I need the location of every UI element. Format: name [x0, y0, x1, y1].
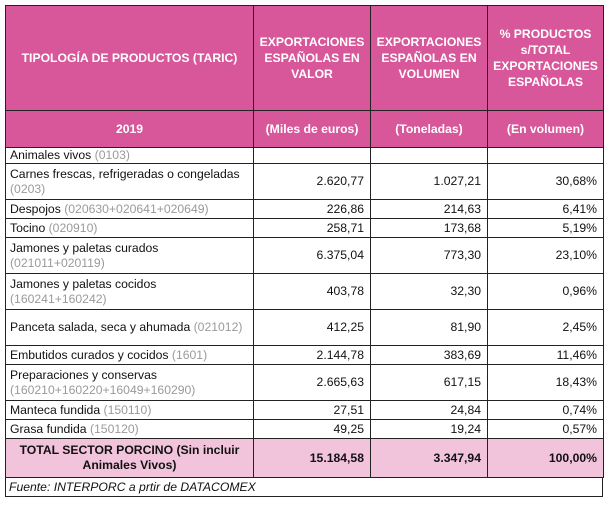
- percent-cell: 18,43%: [487, 364, 604, 401]
- header-export-volume: EXPORTACIONES ESPAÑOLAS EN VOLUMEN: [370, 5, 488, 111]
- product-name: Jamones y paletas curados: [10, 240, 159, 255]
- percent-cell: 6,41%: [487, 199, 604, 219]
- export-volume-cell: [370, 147, 488, 164]
- table-row: Jamones y paletas curados (021011+020119…: [5, 237, 604, 274]
- product-cell: Preparaciones y conservas (160210+160220…: [5, 364, 254, 401]
- total-value: 15.184,58: [253, 438, 371, 478]
- table-row: Carnes frescas, refrigeradas o congelada…: [5, 163, 604, 200]
- percent-cell: 0,74%: [487, 400, 604, 420]
- total-volume: 3.347,94: [370, 438, 488, 478]
- taric-code: (021012): [193, 320, 243, 334]
- header-percent-products: % PRODUCTOS s/TOTAL EXPORTACIONES ESPAÑO…: [487, 5, 604, 111]
- product-name: Jamones y paletas cocidos: [10, 276, 157, 291]
- taric-code: (020910): [48, 220, 98, 235]
- table-row: Manteca fundida (150110) 27,51 24,84 0,74%: [5, 400, 604, 420]
- export-value-cell: 2.620,77: [253, 163, 371, 200]
- taric-code: (160210+160220+16049+160290): [10, 382, 196, 397]
- product-name: Despojos: [10, 201, 61, 216]
- export-volume-cell: 383,69: [370, 345, 488, 365]
- product-cell: Carnes frescas, refrigeradas o congelada…: [5, 163, 254, 200]
- table-row: Tocino (020910) 258,71 173,68 5,19%: [5, 218, 604, 238]
- taric-code: (021011+020119): [10, 255, 105, 270]
- export-value-cell: 412,25: [253, 309, 371, 346]
- product-name: Animales vivos: [10, 148, 92, 162]
- export-volume-cell: 617,15: [370, 364, 488, 401]
- product-cell: Jamones y paletas cocidos (160241+160242…: [5, 273, 254, 310]
- export-volume-cell: 173,68: [370, 218, 488, 238]
- export-volume-cell: 24,84: [370, 400, 488, 420]
- export-value-cell: 27,51: [253, 400, 371, 420]
- product-cell: Embutidos curados y cocidos (1601): [5, 345, 254, 365]
- export-volume-cell: 214,63: [370, 199, 488, 219]
- total-label: TOTAL SECTOR PORCINO (Sin incluir Animal…: [5, 438, 254, 478]
- header-row: TIPOLOGÍA DE PRODUCTOS (TARIC) EXPORTACI…: [5, 5, 604, 111]
- subheader-row: 2019 (Miles de euros) (Toneladas) (En vo…: [5, 110, 604, 148]
- product-cell: Jamones y paletas curados (021011+020119…: [5, 237, 254, 274]
- product-name: Carnes frescas, refrigeradas o congelada…: [10, 166, 240, 181]
- product-cell: Animales vivos (0103): [5, 147, 254, 164]
- export-value-cell: 258,71: [253, 218, 371, 238]
- header-typology: TIPOLOGÍA DE PRODUCTOS (TARIC): [5, 5, 254, 111]
- table-row: Embutidos curados y cocidos (1601) 2.144,…: [5, 345, 604, 365]
- taric-code: (020630+020641+020649): [64, 201, 209, 216]
- export-table: TIPOLOGÍA DE PRODUCTOS (TARIC) EXPORTACI…: [5, 5, 604, 478]
- export-volume-cell: 773,30: [370, 237, 488, 274]
- product-name: Grasa fundida: [10, 421, 87, 436]
- percent-cell: 0,96%: [487, 273, 604, 310]
- taric-code: (0203): [10, 181, 46, 196]
- table-row: Animales vivos (0103): [5, 147, 604, 164]
- export-volume-cell: 19,24: [370, 419, 488, 439]
- export-value-cell: 403,78: [253, 273, 371, 310]
- table-row: Preparaciones y conservas (160210+160220…: [5, 364, 604, 401]
- product-cell: Manteca fundida (150110): [5, 400, 254, 420]
- header-export-value: EXPORTACIONES ESPAÑOLAS EN VALOR: [253, 5, 371, 111]
- percent-cell: 5,19%: [487, 218, 604, 238]
- export-value-cell: 6.375,04: [253, 237, 371, 274]
- header-unit-percent: (En volumen): [487, 110, 604, 148]
- export-value-cell: [253, 147, 371, 164]
- table-row: Jamones y paletas cocidos (160241+160242…: [5, 273, 604, 310]
- product-name: Embutidos curados y cocidos: [10, 347, 169, 362]
- export-value-cell: 2.665,63: [253, 364, 371, 401]
- total-row: TOTAL SECTOR PORCINO (Sin incluir Animal…: [5, 438, 604, 478]
- header-year: 2019: [5, 110, 254, 148]
- table-row: Grasa fundida (150120) 49,25 19,24 0,57%: [5, 419, 604, 439]
- export-volume-cell: 1.027,21: [370, 163, 488, 200]
- product-cell: Tocino (020910): [5, 218, 254, 238]
- percent-cell: 30,68%: [487, 163, 604, 200]
- percent-cell: 0,57%: [487, 419, 604, 439]
- export-volume-cell: 81,90: [370, 309, 488, 346]
- taric-code: (0103): [94, 148, 130, 162]
- export-volume-cell: 32,30: [370, 273, 488, 310]
- taric-code: (150120): [89, 421, 139, 436]
- product-cell: Panceta salada, seca y ahumada (021012): [5, 309, 254, 346]
- taric-code: (150110): [103, 402, 152, 417]
- product-cell: Grasa fundida (150120): [5, 419, 254, 439]
- header-unit-value: (Miles de euros): [253, 110, 371, 148]
- product-name: Preparaciones y conservas: [10, 367, 157, 382]
- taric-code: (1601): [171, 347, 208, 362]
- percent-cell: 23,10%: [487, 237, 604, 274]
- table-row: Panceta salada, seca y ahumada (021012) 4…: [5, 309, 604, 346]
- taric-code: (160241+160242): [10, 291, 107, 306]
- table-body: Animales vivos (0103) Carnes frescas, ref…: [5, 147, 604, 439]
- product-name: Panceta salada, seca y ahumada: [10, 320, 191, 334]
- product-name: Tocino: [10, 220, 46, 235]
- export-value-cell: 49,25: [253, 419, 371, 439]
- source-note: Fuente: INTERPORC a prtir de DATACOMEX: [5, 478, 603, 497]
- product-name: Manteca fundida: [10, 402, 101, 417]
- export-table-container: TIPOLOGÍA DE PRODUCTOS (TARIC) EXPORTACI…: [5, 5, 604, 497]
- percent-cell: [487, 147, 604, 164]
- table-row: Despojos (020630+020641+020649) 226,86 214…: [5, 199, 604, 219]
- export-value-cell: 2.144,78: [253, 345, 371, 365]
- header-unit-volume: (Toneladas): [370, 110, 488, 148]
- percent-cell: 2,45%: [487, 309, 604, 346]
- total-percent: 100,00%: [487, 438, 604, 478]
- export-value-cell: 226,86: [253, 199, 371, 219]
- product-cell: Despojos (020630+020641+020649): [5, 199, 254, 219]
- percent-cell: 11,46%: [487, 345, 604, 365]
